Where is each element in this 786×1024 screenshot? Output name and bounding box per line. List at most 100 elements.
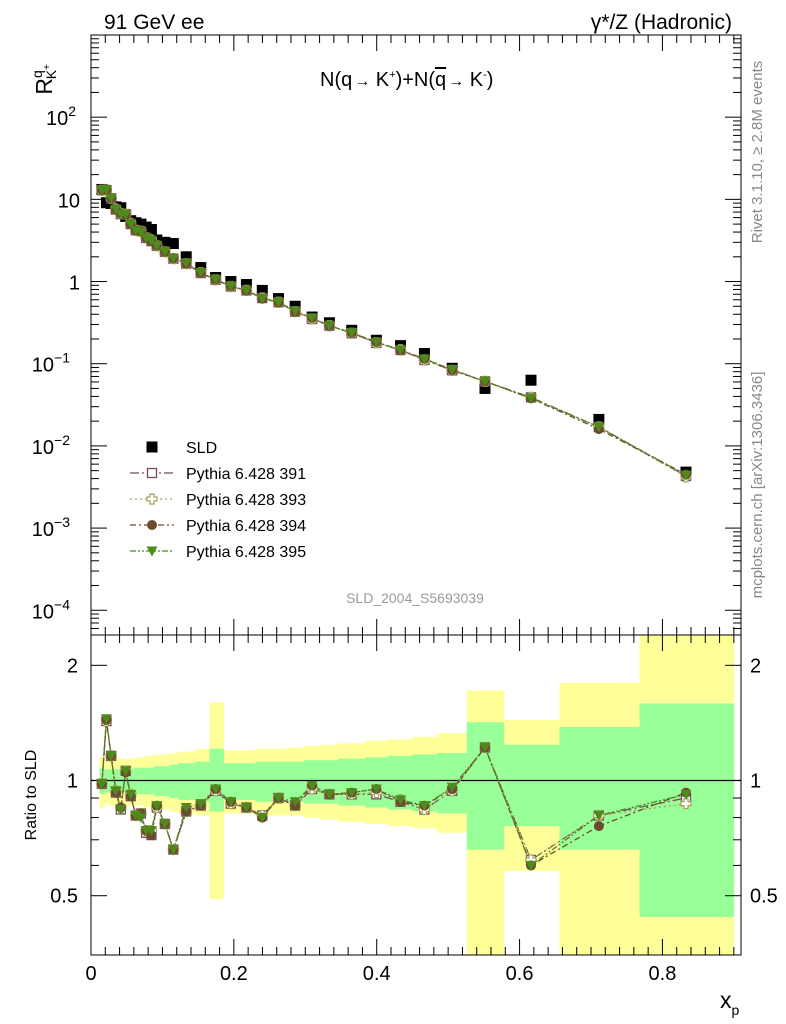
- main-point-s0-29: [479, 382, 491, 394]
- analysis-watermark: SLD_2004_S5693039: [346, 590, 484, 606]
- x-axis-label-sub: p: [732, 1002, 740, 1018]
- ratio-ytick-label-right: 0.5: [750, 886, 778, 908]
- legend-label: Pythia 6.428 394: [186, 518, 306, 535]
- ratio-band-inner: [271, 761, 288, 802]
- ratio-point-s3-24: [346, 788, 358, 799]
- main-point-s4-12: [159, 247, 171, 258]
- main-point-s4-5: [120, 209, 132, 220]
- main-point-s4-24: [346, 328, 358, 339]
- main-point-s0-10: [145, 223, 157, 235]
- ratio-point-s3-29: [479, 742, 491, 753]
- main-point-s4-30: [525, 393, 537, 404]
- ratio-point-s3-19: [256, 813, 268, 824]
- main-point-s4-23: [323, 321, 335, 332]
- main-point-s4-21: [289, 306, 301, 317]
- ratio-band-inner: [559, 726, 640, 850]
- main-ylabel-subsup: +: [42, 64, 53, 70]
- ratio-point-s3-26: [395, 795, 406, 806]
- main-title: N(q → K+)+N(q → K-): [320, 69, 493, 91]
- legend-marker: [147, 520, 157, 530]
- ratio-point-s3-3: [110, 786, 122, 797]
- main-point-s4-6: [125, 218, 137, 229]
- main-point-s4-31: [593, 422, 605, 433]
- main-ytick-label: 10−3: [32, 514, 70, 541]
- main-title-g: -: [483, 69, 487, 81]
- x-tick-label: 0: [85, 963, 96, 985]
- ratio-point-s3-14: [180, 803, 192, 814]
- main-ytick-label: 10−2: [32, 432, 70, 459]
- main-title-b: K: [370, 69, 390, 91]
- main-axis: 10−4 10−3 10−2 10−1 1 10 102: [32, 35, 741, 636]
- legend-marker: [146, 441, 158, 453]
- main-point-s4-13: [167, 253, 179, 264]
- ratio-band-inner: [178, 763, 196, 800]
- ratio-point-s3-4: [115, 804, 127, 815]
- ratio-band-inner: [255, 761, 272, 802]
- main-point-s4-28: [446, 365, 458, 376]
- ratio-point-s2-31: [593, 821, 604, 832]
- main-markers: [96, 183, 692, 483]
- ratio-bands: [99, 635, 735, 955]
- ratio-band-inner: [238, 763, 256, 800]
- main-title-d: )+N(: [396, 69, 436, 91]
- ratio-frame: [90, 634, 742, 956]
- x-tick-label: 0.6: [506, 963, 534, 985]
- legend-label: Pythia 6.428 391: [186, 466, 306, 483]
- ratio-point-s3-16: [210, 784, 222, 795]
- main-point-s0-19: [256, 284, 268, 296]
- main-title-a: N(q: [320, 69, 352, 91]
- legend-label: SLD: [186, 440, 217, 457]
- legend-marker: [146, 493, 158, 505]
- ratio-point-s3-1: [100, 714, 112, 725]
- main-point-s4-1: [100, 184, 112, 195]
- ratio-ytick-label: 2: [67, 655, 78, 677]
- main-point-s4-32: [680, 470, 692, 481]
- ratio-ytick-label-right: 2: [750, 655, 761, 677]
- main-ytick-label: 10−1: [32, 350, 70, 377]
- legend-label: Pythia 6.428 395: [186, 544, 306, 561]
- main-point-s4-8: [135, 227, 147, 238]
- legend-marker: [146, 467, 158, 479]
- main-ylabel-sup: q: [29, 70, 45, 78]
- main-point-s4-18: [240, 285, 252, 296]
- ratio-markers: [96, 714, 692, 871]
- main-ytick-label: 102: [46, 103, 76, 130]
- x-tick-label: 0.4: [363, 963, 391, 985]
- ratio-point-s3-18: [240, 803, 252, 814]
- ratio-point-s3-11: [151, 801, 163, 812]
- main-point-s4-29: [479, 376, 491, 387]
- main-point-s0-12: [159, 236, 171, 248]
- main-point-s0-18: [240, 279, 252, 291]
- ratio-point-s3-25: [370, 784, 382, 795]
- main-ytick-label: 10: [58, 190, 80, 212]
- main-ytick-label: 1: [69, 273, 80, 295]
- main-point-s4-19: [256, 294, 268, 305]
- ratio-point-s3-10: [145, 826, 157, 837]
- main-point-s4-16: [210, 274, 222, 285]
- main-point-s4-10: [145, 235, 157, 246]
- main-point-s4-20: [273, 297, 284, 308]
- main-line-3: [101, 189, 687, 475]
- main-point-s4-2: [105, 193, 117, 204]
- ratio-band-inner: [169, 764, 179, 799]
- ratio-ylabel: Ratio to SLD: [23, 750, 40, 841]
- ratio-ytick-label: 1: [67, 771, 78, 793]
- main-point-s0-14: [180, 251, 192, 263]
- ratio-point-s3-2: [105, 751, 117, 762]
- x-tick-label: 0.8: [649, 963, 677, 985]
- ratio-point-s3-0: [96, 779, 108, 790]
- mcplots-label: mcplots.cern.ch [arXiv:1306.3436]: [749, 372, 766, 599]
- legend-marker: [146, 546, 158, 557]
- main-point-s4-25: [370, 337, 382, 348]
- x-axis-label-main: x: [720, 987, 732, 1013]
- ratio-point-s3-17: [225, 797, 237, 808]
- ratio-band-inner: [466, 722, 505, 850]
- main-point-s0-30: [525, 374, 537, 386]
- main-point-s4-26: [395, 345, 406, 356]
- main-title-h: ): [487, 69, 494, 91]
- ratio-band-inner: [286, 761, 305, 802]
- ratio-point-s3-23: [323, 789, 335, 800]
- ratio-band-inner: [195, 761, 210, 802]
- ratio-point-s1-32: [680, 798, 692, 810]
